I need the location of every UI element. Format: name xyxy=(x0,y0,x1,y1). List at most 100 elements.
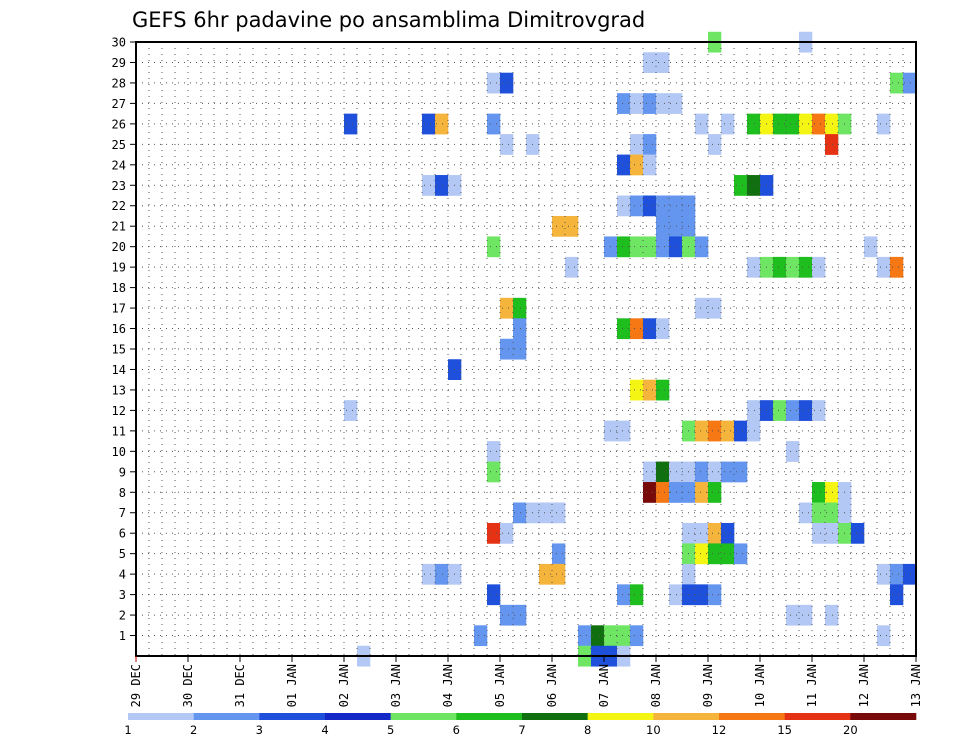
y-tick-label: 19 xyxy=(112,261,126,275)
x-tick-label: 01 JAN xyxy=(285,664,299,707)
x-axis: 29 DEC 30 DEC 31 DEC 01 JAN 02 JAN 03 JAN 04 J… xyxy=(129,656,923,707)
legend-label: 2 xyxy=(190,723,197,737)
legend-label: 8 xyxy=(584,723,591,737)
heatmap-cell xyxy=(643,154,657,176)
heatmap-cell xyxy=(669,215,683,237)
y-tick-label: 15 xyxy=(112,343,126,357)
legend-label: 4 xyxy=(321,723,328,737)
x-tick-label: 06 JAN xyxy=(545,664,559,707)
x-tick-label: 02 JAN xyxy=(337,664,351,707)
heatmap-cell xyxy=(487,113,501,135)
heatmap-cell xyxy=(812,113,826,135)
heatmap-cell xyxy=(656,215,670,237)
heatmap-cell xyxy=(552,215,566,237)
heatmap-cell xyxy=(734,461,748,483)
heatmap-cell xyxy=(422,175,436,196)
y-axis: 1234567891011121314151617181920212223242… xyxy=(112,36,136,643)
legend-swatch xyxy=(784,713,851,720)
heatmap-cell xyxy=(695,461,709,483)
heatmap-cell xyxy=(656,318,670,340)
heatmap-cell xyxy=(825,604,839,626)
heatmap-cell xyxy=(500,134,514,155)
heatmap-cell xyxy=(747,400,761,421)
y-tick-label: 29 xyxy=(112,56,126,70)
heatmap-cell xyxy=(539,563,553,585)
heatmap-cell xyxy=(656,236,670,258)
heatmap-cell xyxy=(474,625,488,647)
y-tick-label: 30 xyxy=(112,36,126,50)
heatmap-cell xyxy=(578,625,592,647)
heatmap-cell xyxy=(890,256,904,278)
legend-swatch xyxy=(719,713,785,720)
heatmap-cell xyxy=(552,563,566,585)
heatmap-cell xyxy=(721,113,735,135)
heatmap-cell xyxy=(500,338,514,360)
heatmap-cell xyxy=(617,154,631,176)
heatmap-cell xyxy=(799,113,813,135)
y-tick-label: 18 xyxy=(112,281,126,295)
heatmap-cell xyxy=(721,420,735,442)
heatmap-cell xyxy=(487,584,501,606)
heatmap-cell xyxy=(630,154,644,176)
heatmap-cell xyxy=(890,72,904,94)
legend-label: 3 xyxy=(256,723,263,737)
y-tick-label: 12 xyxy=(112,404,126,418)
legend-label: 10 xyxy=(646,723,661,737)
x-tick-label: 10 JAN xyxy=(753,664,767,707)
heatmap-cell xyxy=(708,584,722,606)
heatmap-cell xyxy=(617,236,631,258)
legend-label: 12 xyxy=(712,723,727,737)
heatmap-cell xyxy=(877,563,891,585)
heatmap-cell xyxy=(734,420,748,442)
y-tick-label: 10 xyxy=(112,445,126,459)
x-tick-label: 05 JAN xyxy=(493,664,507,707)
y-tick-label: 22 xyxy=(112,199,126,213)
x-tick-label: 12 JAN xyxy=(857,664,871,707)
heatmap-cell xyxy=(487,461,501,483)
heatmap-cell xyxy=(825,113,839,135)
heatmap-cell xyxy=(903,72,917,94)
heatmap-cell xyxy=(643,195,657,217)
heatmap-cell xyxy=(890,584,904,606)
heatmap-cell xyxy=(487,236,501,258)
heatmap-cell xyxy=(656,93,670,114)
heatmap-cell xyxy=(630,236,644,258)
heatmap-cell xyxy=(656,482,670,503)
y-tick-label: 14 xyxy=(112,363,126,377)
legend-label: 7 xyxy=(518,723,525,737)
heatmap-cell xyxy=(799,502,813,524)
heatmap-cell xyxy=(695,113,709,135)
heatmap-cell xyxy=(344,400,358,421)
heatmap-cell xyxy=(877,625,891,647)
heatmap-cell xyxy=(617,93,631,114)
heatmap-cell xyxy=(708,482,722,503)
heatmap-cell xyxy=(565,215,579,237)
legend-swatch xyxy=(128,713,194,720)
heatmap-cell xyxy=(643,236,657,258)
y-tick-label: 13 xyxy=(112,383,126,397)
heatmap-cell xyxy=(747,175,761,196)
y-tick-label: 7 xyxy=(119,506,126,520)
y-tick-label: 4 xyxy=(119,568,126,582)
y-tick-label: 5 xyxy=(119,547,126,561)
heatmap-cell xyxy=(513,604,527,626)
x-tick-label: 30 DEC xyxy=(181,664,195,707)
y-tick-label: 8 xyxy=(119,486,126,500)
heatmap-cell xyxy=(786,604,800,626)
heatmap-cell xyxy=(695,543,709,565)
y-tick-label: 23 xyxy=(112,179,126,193)
heatmap-cell xyxy=(812,482,826,503)
heatmap-cell xyxy=(630,379,644,401)
heatmap-cell xyxy=(825,482,839,503)
heatmap-cell xyxy=(890,563,904,585)
heatmap-cell xyxy=(591,625,605,647)
heatmap-cell xyxy=(565,256,579,278)
heatmap-cell xyxy=(669,461,683,483)
heatmap-cell xyxy=(851,522,865,544)
x-tick-label: 31 DEC xyxy=(233,664,247,707)
heatmap-cell xyxy=(513,502,527,524)
heatmap-cell xyxy=(708,420,722,442)
heatmap-cell xyxy=(656,195,670,217)
legend-swatch xyxy=(587,713,654,720)
heatmap-cell xyxy=(721,522,735,544)
